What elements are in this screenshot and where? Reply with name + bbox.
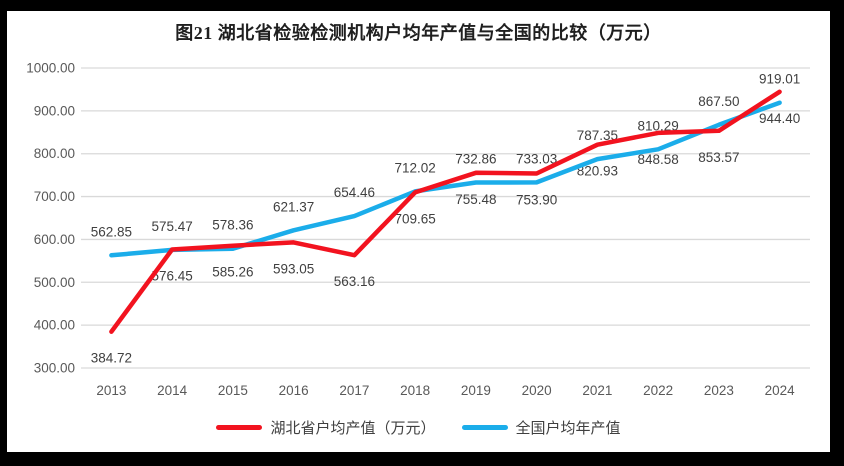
data-label: 944.40 [759,111,800,126]
data-label: 848.58 [637,152,678,167]
x-axis-tick-label: 2016 [279,383,309,398]
data-label: 753.90 [516,192,557,207]
national-series-line [109,100,782,258]
legend-label-national: 全国户均年产值 [515,420,621,437]
x-axis-tick-label: 2018 [400,383,430,398]
data-label: 585.26 [212,265,253,280]
data-label: 867.50 [698,94,739,109]
data-label: 575.47 [151,219,192,234]
chart-area [7,11,830,452]
legend-item-national: 全国户均年产值 [461,417,621,438]
data-label: 712.02 [394,160,435,175]
x-axis-tick-label: 2019 [461,383,491,398]
x-axis-tick-label: 2022 [643,383,673,398]
y-axis-tick-label: 700.00 [34,189,75,204]
legend-label-hubei: 湖北省户均产值（万元） [270,420,436,437]
data-label: 578.36 [212,218,253,233]
legend-item-hubei: 湖北省户均产值（万元） [216,417,436,438]
data-label: 562.85 [91,224,132,239]
x-axis-tick-label: 2021 [582,383,612,398]
data-label: 709.65 [394,211,435,226]
data-label: 755.48 [455,192,496,207]
hubei-line-swatch [216,425,263,430]
data-label: 576.45 [151,269,192,284]
x-axis-tick-label: 2023 [704,383,734,398]
x-axis-tick-label: 2017 [339,383,369,398]
y-axis-tick-label: 800.00 [34,146,75,161]
data-label: 563.16 [334,274,375,289]
data-label: 593.05 [273,261,314,276]
y-axis-tick-label: 400.00 [34,318,75,333]
hubei-series-line [109,89,782,334]
x-axis-tick-label: 2020 [522,383,552,398]
x-axis-tick-label: 2015 [218,383,248,398]
data-label: 810.29 [637,118,678,133]
data-label: 787.35 [577,128,618,143]
national-line-swatch [461,425,508,430]
y-axis-tick-label: 300.00 [34,361,75,376]
data-label: 732.86 [455,151,496,166]
y-axis-tick-label: 1000.00 [26,61,75,76]
data-label: 820.93 [577,164,618,179]
data-label: 384.72 [91,351,132,366]
x-axis-tick-label: 2013 [96,383,126,398]
data-label: 654.46 [334,185,375,200]
y-axis-tick-label: 500.00 [34,275,75,290]
data-label: 853.57 [698,150,739,165]
x-axis-tick-label: 2014 [157,383,188,398]
y-axis-tick-label: 900.00 [34,103,75,118]
chart-title: 图21 湖北省检验检测机构户均年产值与全国的比较（万元） [175,23,662,43]
data-label: 919.01 [759,72,800,87]
chart-legend: 湖北省户均产值（万元） 全国户均年产值 [7,417,830,438]
y-axis-tick-label: 600.00 [34,232,75,247]
data-label: 621.37 [273,199,314,214]
data-label: 733.03 [516,151,557,166]
x-axis-tick-label: 2024 [765,383,796,398]
